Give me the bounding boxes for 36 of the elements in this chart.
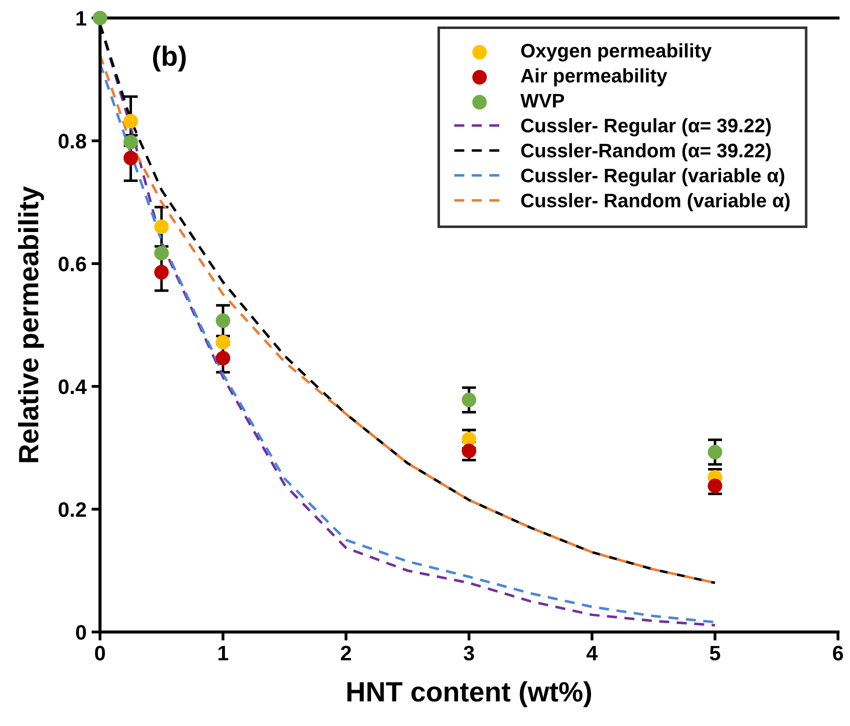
point [462, 432, 476, 446]
y-tick-label: 0.6 [58, 256, 86, 272]
y-tick-label: 0.8 [58, 134, 86, 149]
annotation: (b) [153, 46, 186, 72]
y-tick-label: 0 [76, 625, 86, 640]
legend-label: WVP [520, 94, 564, 108]
point [462, 392, 476, 408]
point [154, 264, 169, 280]
point [216, 313, 230, 328]
x-tick-label: 1 [218, 646, 228, 660]
point [123, 134, 138, 150]
y-tick-label: 0.2 [58, 502, 86, 517]
x-tick-label: 0 [95, 646, 105, 660]
x-tick-label: 5 [710, 646, 720, 660]
legend-label: Cussler- Regular (variable α) [521, 168, 784, 186]
point [154, 219, 169, 234]
point [462, 444, 476, 458]
legend-label: Oxygen permeability [521, 43, 712, 62]
legend-label: Cussler- Random (variable α) [521, 193, 790, 212]
x-tick-label: 2 [340, 646, 351, 660]
point [123, 150, 138, 166]
y-tick-label: 1 [76, 11, 86, 26]
y-tick-label: 0.4 [58, 379, 87, 394]
legend-label: Cussler-Random (α= 39.22) [521, 143, 771, 162]
legend-label: Air permeability [520, 68, 668, 86]
x-axis-title: HNT content (wt%) [347, 681, 592, 708]
x-tick-label: 6 [832, 646, 844, 660]
legend-label: Cussler- Regular (α= 39.22) [521, 118, 771, 136]
point [154, 246, 169, 260]
y-axis-title: Relative permeability [18, 186, 44, 462]
x-tick-label: 4 [586, 646, 598, 660]
x-tick-label: 3 [464, 646, 474, 661]
point [708, 444, 722, 460]
point [123, 114, 138, 128]
point [216, 350, 230, 366]
point [216, 334, 230, 350]
